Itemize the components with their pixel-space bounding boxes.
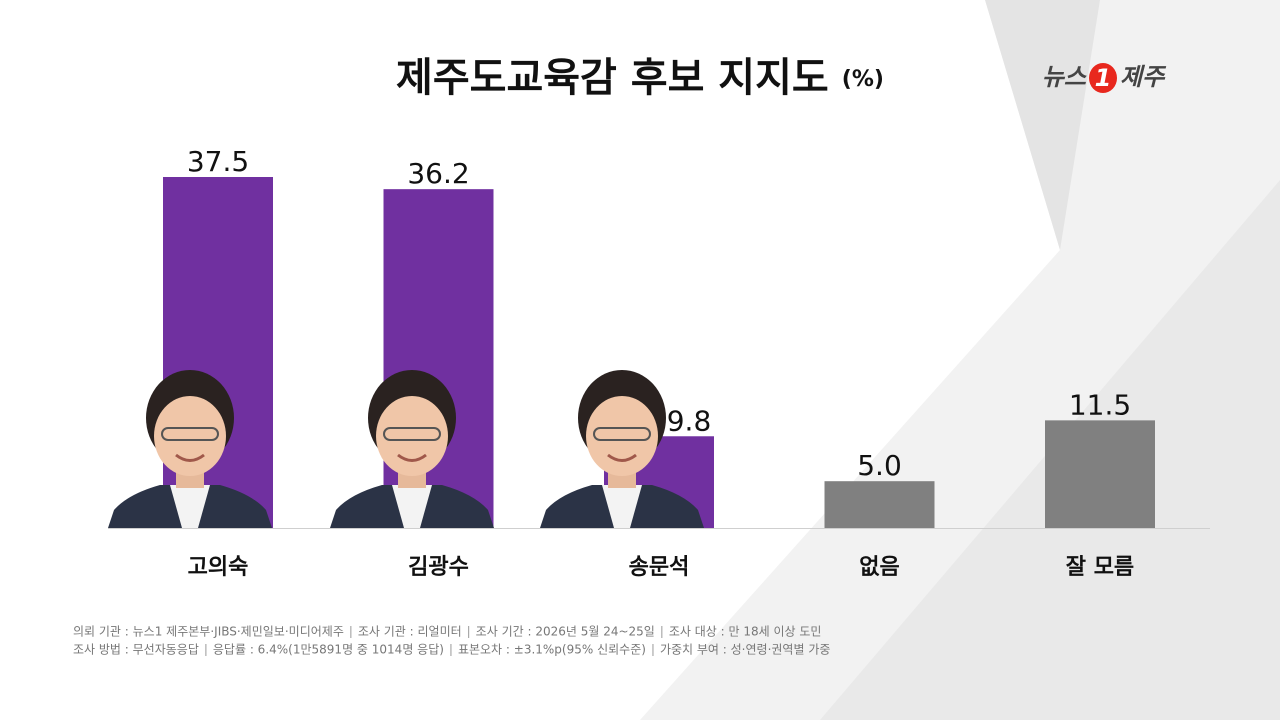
photo-face — [586, 396, 658, 476]
candidate-photo — [540, 370, 704, 528]
category-label: 고의숙 — [188, 555, 249, 580]
footnote: 조사 방법 : 무선자동응답 — [73, 643, 199, 657]
logo-badge — [1089, 63, 1117, 93]
footnote: 조사 기관 : 리얼미터 — [358, 625, 462, 639]
candidate-photo — [108, 370, 272, 528]
footnote: 응답률 : 6.4%(1만5891명 중 1014명 응답) — [213, 643, 444, 657]
footnote: 의뢰 기관 : 뉴스1 제주본부·JIBS·제민일보·미디어제주 — [73, 625, 344, 639]
bar — [824, 481, 935, 528]
category-label: 송문석 — [629, 555, 690, 580]
labels: 37.5 고의숙 36.2 김광수 9.8 송문석 5.0 없음 11.5 잘 모름 — [187, 145, 1134, 580]
footnote: 가중치 부여 : 성·연령·권역별 가중 — [660, 643, 830, 657]
logo-text: 뉴스 — [1042, 63, 1087, 91]
logo: 뉴스 1 제주 — [1042, 63, 1167, 93]
footnote: 표본오차 : ±3.1%p(95% 신뢰수준) — [458, 643, 646, 657]
candidate-photo — [330, 370, 494, 528]
value-label: 11.5 — [1069, 388, 1131, 421]
photo-smile — [175, 453, 205, 462]
logo-text: 1 — [1095, 64, 1112, 92]
photo-face — [376, 396, 448, 476]
photo-glasses — [161, 427, 219, 441]
photo-smile — [607, 453, 637, 462]
category-label: 없음 — [859, 555, 899, 580]
footnote: 조사 기간 : 2026년 5월 24~25일 — [476, 625, 655, 639]
bg-shape — [985, 0, 1100, 250]
logo-text: 제주 — [1120, 63, 1167, 91]
photos — [108, 370, 704, 528]
photo-shirt — [170, 485, 210, 528]
category-label: 잘 모름 — [1066, 555, 1134, 580]
bar — [1045, 420, 1155, 528]
footnote: 조사 대상 : 만 18세 이상 도민 — [669, 625, 822, 639]
photo-glasses — [383, 427, 441, 441]
chart-title: 제주도교육감 후보 지지도 (%) — [396, 55, 884, 101]
photo-glasses — [593, 427, 651, 441]
value-label: 37.5 — [187, 145, 249, 178]
value-label: 5.0 — [857, 449, 902, 482]
photo-smile — [397, 453, 427, 462]
photo-shirt — [392, 485, 432, 528]
value-label: 36.2 — [407, 157, 469, 190]
title-unit: (%) — [842, 67, 884, 92]
photo-face — [154, 396, 226, 476]
notes: 의뢰 기관 : 뉴스1 제주본부·JIBS·제민일보·미디어제주 조사 기관 : … — [73, 625, 830, 657]
category-label: 김광수 — [408, 555, 469, 580]
title-text: 제주도교육감 후보 지지도 — [396, 55, 829, 101]
value-label: 9.8 — [667, 404, 712, 437]
photo-shirt — [602, 485, 642, 528]
